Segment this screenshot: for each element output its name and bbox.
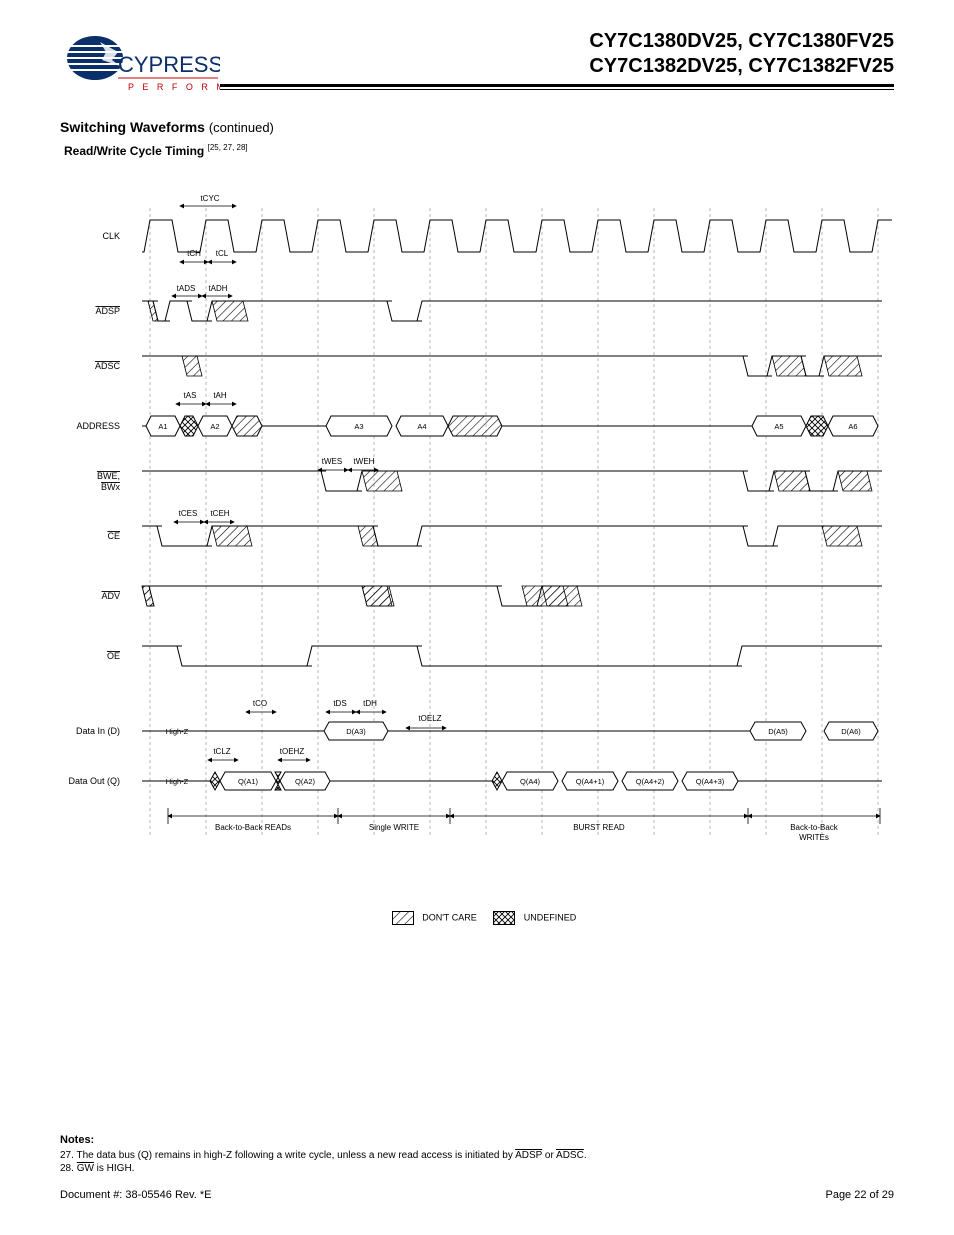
svg-text:tDS: tDS <box>333 699 346 708</box>
svg-text:D(A5): D(A5) <box>768 727 788 736</box>
svg-text:Q(A4+2): Q(A4+2) <box>636 777 665 786</box>
svg-text:tAS: tAS <box>184 391 197 400</box>
svg-text:tDH: tDH <box>363 699 377 708</box>
note-27: 27. The data bus (Q) remains in high-Z f… <box>60 1149 894 1162</box>
svg-text:A5: A5 <box>774 422 783 431</box>
svg-text:Back-to-Back: Back-to-Back <box>790 823 839 832</box>
svg-text:A1: A1 <box>158 422 167 431</box>
svg-text:A6: A6 <box>848 422 857 431</box>
svg-text:ADDRESS: ADDRESS <box>76 421 120 431</box>
svg-text:D(A6): D(A6) <box>841 727 861 736</box>
svg-text:Single WRITE: Single WRITE <box>369 823 419 832</box>
svg-text:tWEH: tWEH <box>354 457 375 466</box>
timing-diagram: CLK ADSP ADSC ADDRESS BWE,BWx CE ADV OE Data In … <box>62 176 892 916</box>
svg-text:tCH: tCH <box>187 249 201 258</box>
title-rule <box>220 84 894 90</box>
svg-text:OE: OE <box>107 651 120 661</box>
svg-text:tCES: tCES <box>179 509 198 518</box>
page-header: CYPRESS P E R F O R M CY7C1380DV25, CY7C… <box>60 30 894 105</box>
notes: Notes: 27. The data bus (Q) remains in h… <box>60 1133 894 1175</box>
svg-text:Q(A1): Q(A1) <box>238 777 259 786</box>
svg-text:tCYC: tCYC <box>200 194 219 203</box>
svg-text:Data Out (Q): Data Out (Q) <box>68 776 120 786</box>
section-continued: (continued) <box>209 120 274 135</box>
svg-text:tADH: tADH <box>208 284 227 293</box>
svg-text:Data In (D): Data In (D) <box>76 726 120 736</box>
svg-text:High-Z: High-Z <box>166 727 189 736</box>
legend-dontcare: DON'T CARE <box>422 912 477 922</box>
svg-text:BURST READ: BURST READ <box>573 823 625 832</box>
svg-text:D(A3): D(A3) <box>346 727 366 736</box>
note-28: 28. GW is HIGH. <box>60 1162 894 1175</box>
svg-text:WRITEs: WRITEs <box>799 833 829 842</box>
section-title-text: Switching Waveforms <box>60 119 205 135</box>
legend-undefined: UNDEFINED <box>524 912 577 922</box>
svg-text:tCEH: tCEH <box>210 509 229 518</box>
svg-text:CLK: CLK <box>102 231 120 241</box>
svg-text:A4: A4 <box>417 422 426 431</box>
svg-text:tWES: tWES <box>322 457 342 466</box>
svg-text:Q(A2): Q(A2) <box>295 777 316 786</box>
svg-text:tCO: tCO <box>253 699 267 708</box>
svg-text:A3: A3 <box>354 422 363 431</box>
svg-text:A2: A2 <box>210 422 219 431</box>
parts-line-2: CY7C1382DV25, CY7C1382FV25 <box>220 55 894 78</box>
svg-text:Q(A4+1): Q(A4+1) <box>576 777 605 786</box>
brand-text: CYPRESS <box>118 52 220 77</box>
brand-sub: P E R F O R M <box>128 82 220 92</box>
svg-text:CE: CE <box>107 531 120 541</box>
svg-text:BWE,: BWE, <box>97 471 120 481</box>
subsection-title: Read/Write Cycle Timing [25, 27, 28] <box>64 143 894 158</box>
svg-text:tAH: tAH <box>213 391 227 400</box>
svg-text:tADS: tADS <box>177 284 196 293</box>
page-number: Page 22 of 29 <box>825 1189 894 1201</box>
footer: Document #: 38-05546 Rev. *E Page 22 of … <box>60 1189 894 1201</box>
section-title: Switching Waveforms (continued) <box>60 119 894 135</box>
parts-line-1: CY7C1380DV25, CY7C1380FV25 <box>220 30 894 53</box>
notes-heading: Notes: <box>60 1133 894 1147</box>
svg-text:ADSP: ADSP <box>95 306 120 316</box>
svg-text:BWx: BWx <box>101 482 120 492</box>
svg-text:Q(A4+3): Q(A4+3) <box>696 777 725 786</box>
svg-text:tOELZ: tOELZ <box>418 714 441 723</box>
svg-text:ADSC: ADSC <box>95 361 121 371</box>
subsection-refs: [25, 27, 28] <box>208 143 248 152</box>
doc-number: Document #: 38-05546 Rev. *E <box>60 1189 211 1201</box>
logo: CYPRESS P E R F O R M <box>60 30 220 105</box>
subsection-text: Read/Write Cycle Timing <box>64 144 204 158</box>
svg-text:tCLZ: tCLZ <box>213 747 230 756</box>
svg-text:ADV: ADV <box>101 591 120 601</box>
svg-text:tOEHZ: tOEHZ <box>280 747 305 756</box>
svg-text:High-Z: High-Z <box>166 777 189 786</box>
svg-text:Back-to-Back READs: Back-to-Back READs <box>215 823 291 832</box>
legend: DON'T CARE UNDEFINED <box>62 911 892 925</box>
svg-text:tCL: tCL <box>216 249 229 258</box>
svg-text:Q(A4): Q(A4) <box>520 777 541 786</box>
part-numbers: CY7C1380DV25, CY7C1380FV25 CY7C1382DV25,… <box>220 30 894 90</box>
